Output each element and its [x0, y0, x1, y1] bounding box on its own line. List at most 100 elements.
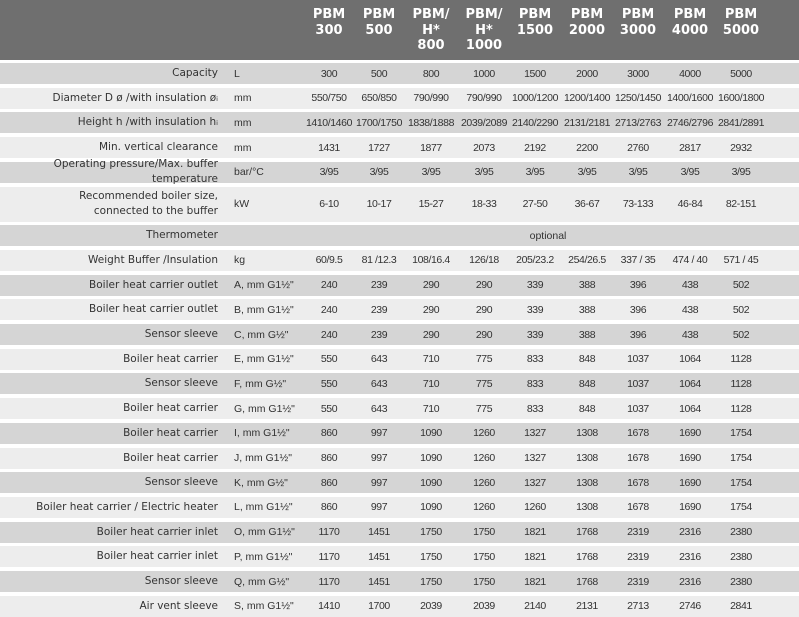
cell-value: 388 [578, 279, 596, 292]
row-label: Boiler heat carrier [123, 426, 218, 439]
column-header-line: 2000 [568, 22, 606, 38]
row-label: Boiler heat carrier inlet [96, 550, 218, 563]
cell-value: 790/990 [466, 92, 502, 105]
column-header-line: 3000 [619, 22, 657, 38]
column-header-line: PBM [570, 7, 604, 22]
cell-value: 73-133 [622, 198, 654, 210]
cell-value: 239 [370, 328, 388, 341]
row-unit: F, mm G½" [234, 377, 287, 390]
table-row: Boiler heat carrier / Electric heater L, … [0, 496, 799, 518]
column-header-line: PBM [724, 7, 758, 22]
cell-value: 3000 [627, 67, 649, 80]
row-unit: kW [234, 198, 250, 210]
cell-value: 3/95 [474, 166, 494, 179]
row-unit: bar/°C [234, 166, 264, 179]
cell-value: 1678 [627, 501, 649, 514]
row-label: Min. vertical clearance [98, 141, 218, 154]
cell-value: 6-10 [319, 198, 339, 210]
table-row: Operating pressure/Max. buffer temperatu… [0, 158, 799, 186]
row-unit: G, mm G1½" [234, 402, 295, 415]
cell-value: 1431 [318, 141, 340, 154]
cell-value: 710 [422, 377, 440, 390]
cell-value: 1690 [679, 452, 701, 464]
cell-value: 1600/1800 [717, 92, 765, 105]
cell-value: 27-50 [522, 198, 548, 210]
row-label: Capacity [172, 67, 218, 79]
cell-value: 240 [320, 328, 338, 341]
row-unit: O, mm G1½" [234, 526, 295, 539]
cell-value: 2380 [730, 550, 752, 563]
cell-value: 1678 [627, 452, 649, 464]
cell-value: 5000 [730, 67, 752, 80]
cell-value: 1170 [318, 550, 340, 563]
cell-value: 1000 [473, 67, 495, 80]
cell-value: 1250/1450 [614, 92, 662, 105]
cell-value: 2932 [730, 141, 752, 154]
cell-value: 396 [629, 303, 647, 316]
cell-value: 46-84 [677, 198, 703, 210]
cell-value: 2380 [730, 575, 752, 588]
row-label: Boiler heat carrier / Electric heater [36, 500, 218, 513]
cell-value: 1690 [679, 427, 701, 440]
cell-value: 860 [320, 501, 338, 514]
cell-value: 997 [370, 427, 388, 440]
cell-value: 18-33 [471, 198, 497, 210]
cell-value: 388 [578, 328, 596, 341]
column-header: PBM/H* 1000 [458, 7, 510, 54]
cell-value: 1750 [473, 575, 495, 588]
row-label: Sensor sleeve [144, 377, 218, 390]
cell-value: 2713 [627, 600, 649, 613]
cell-value: 3/95 [369, 166, 389, 179]
cell-value: 3/95 [577, 166, 597, 179]
cell-value: 775 [475, 377, 493, 390]
cell-value: 339 [526, 279, 544, 292]
row-unit: mm [234, 92, 252, 105]
cell-value: 643 [370, 402, 388, 415]
row-label: Operating pressure/Max. buffer temperatu… [53, 158, 218, 186]
table-row: Boiler heat carrier outlet B, mm G1½" 240 2… [0, 299, 799, 321]
cell-value: 1128 [730, 402, 752, 415]
cell-value: 643 [370, 377, 388, 390]
cell-value: 1678 [627, 427, 649, 440]
cell-value: 1327 [524, 476, 546, 489]
table-row: Height h /with insulation hᵢ mm 1410/1460 1… [0, 112, 799, 134]
cell-value: 1037 [627, 402, 649, 415]
cell-value: 82-151 [725, 198, 757, 210]
cell-value: 2073 [473, 141, 495, 154]
cell-value: 290 [475, 328, 493, 341]
cell-value: 3/95 [680, 166, 700, 179]
cell-value: 1690 [679, 501, 701, 514]
cell-value: 3/95 [731, 166, 751, 179]
table-row: Capacity L 300 500 800 1000 1500 2000 3000 4000 50… [0, 63, 799, 84]
cell-value: 1821 [524, 550, 546, 563]
cell-value: 2319 [627, 526, 649, 539]
cell-value: 1768 [576, 526, 598, 539]
cell-value: 1090 [420, 476, 442, 489]
cell-value: 1308 [576, 501, 598, 514]
cell-value: 2039 [420, 600, 442, 613]
cell-value: 1410/1460 [305, 116, 353, 129]
cell-value: 1090 [420, 452, 442, 464]
cell-value: 1877 [420, 141, 442, 154]
cell-value: 290 [422, 303, 440, 316]
cell-value: 290 [422, 279, 440, 292]
cell-value: 438 [681, 279, 699, 292]
cell-value: 1327 [524, 452, 546, 464]
cell-value: 3/95 [421, 166, 441, 179]
cell-value: 2316 [679, 550, 701, 563]
cell-value: 2039/2089 [460, 116, 508, 129]
column-header-line: PBM [312, 7, 346, 22]
column-header-line: PBM [518, 7, 552, 22]
cell-value: 650/850 [361, 92, 397, 105]
row-unit: mm [234, 141, 252, 154]
cell-value: 848 [578, 353, 596, 366]
cell-value: 2841 [730, 600, 752, 613]
row-label: Sensor sleeve [144, 575, 218, 587]
cell-value: 1128 [730, 353, 752, 366]
cell-value: 240 [320, 279, 338, 292]
row-unit: I, mm G1½" [234, 427, 290, 440]
cell-value: 290 [422, 328, 440, 341]
cell-value: 1308 [576, 427, 598, 440]
cell-value: 1327 [524, 427, 546, 440]
row-unit: L, mm G1½" [234, 501, 293, 514]
